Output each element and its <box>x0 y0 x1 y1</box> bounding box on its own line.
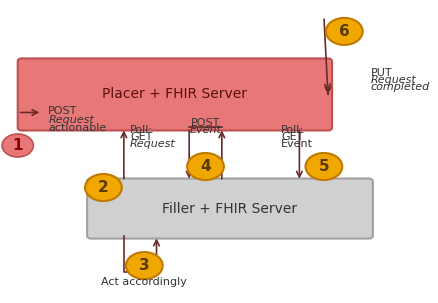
Circle shape <box>126 252 162 279</box>
Text: 4: 4 <box>200 159 211 174</box>
Text: 3: 3 <box>139 258 150 273</box>
Text: Event: Event <box>190 125 222 135</box>
Text: Request: Request <box>371 75 417 85</box>
Circle shape <box>326 18 363 45</box>
Text: Filler + FHIR Server: Filler + FHIR Server <box>162 201 297 215</box>
Text: Poll:: Poll: <box>281 125 304 135</box>
Text: PUT: PUT <box>371 68 392 78</box>
FancyBboxPatch shape <box>18 58 332 131</box>
Text: Act accordingly: Act accordingly <box>101 277 187 287</box>
Text: GET: GET <box>130 132 152 142</box>
Text: 1: 1 <box>12 138 23 153</box>
Text: Event: Event <box>281 139 313 149</box>
Text: POST: POST <box>191 118 220 128</box>
Text: 6: 6 <box>339 24 350 39</box>
Text: Poll:: Poll: <box>130 125 153 135</box>
Circle shape <box>187 153 224 180</box>
Circle shape <box>85 174 122 201</box>
Text: 2: 2 <box>98 180 109 195</box>
Text: GET: GET <box>281 132 304 142</box>
Circle shape <box>306 153 342 180</box>
Text: completed: completed <box>371 82 430 92</box>
Text: POST: POST <box>48 106 78 116</box>
Text: Placer + FHIR Server: Placer + FHIR Server <box>102 88 247 102</box>
Text: 5: 5 <box>318 159 329 174</box>
Text: Request: Request <box>130 139 176 149</box>
FancyBboxPatch shape <box>87 178 373 238</box>
Circle shape <box>2 134 33 157</box>
Text: Request: Request <box>48 115 94 125</box>
Text: actionable: actionable <box>48 123 106 133</box>
